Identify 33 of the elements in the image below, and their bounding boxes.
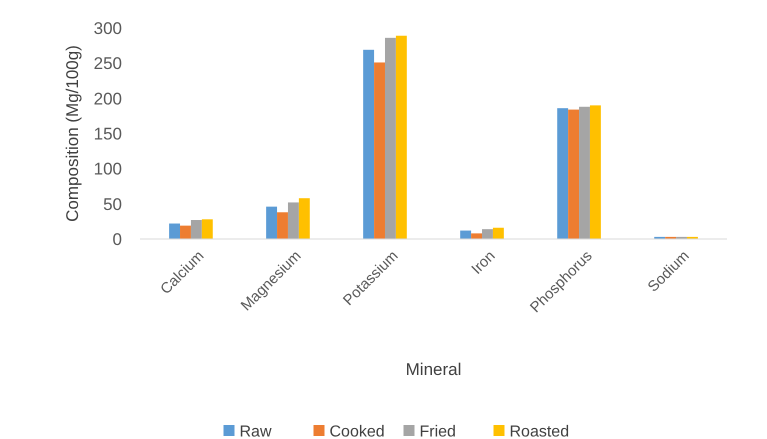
bar — [374, 62, 385, 239]
x-axis-title: Mineral — [406, 360, 462, 379]
x-tick-label: Iron — [468, 248, 499, 278]
bar — [202, 219, 213, 239]
bar — [190, 220, 202, 239]
y-axis-title: Composition (Mg/100g) — [63, 45, 82, 222]
bar — [384, 38, 396, 239]
bar — [482, 229, 493, 239]
y-tick-label: 150 — [94, 124, 122, 144]
y-tick-label: 100 — [94, 160, 122, 179]
bar — [568, 110, 580, 239]
bar — [180, 226, 191, 239]
bar — [288, 202, 299, 239]
bar — [396, 36, 407, 239]
bar — [492, 228, 504, 239]
bar — [460, 230, 472, 239]
legend-label: Raw — [240, 424, 272, 439]
bar — [579, 106, 590, 239]
legend-label: Roasted — [510, 424, 570, 439]
y-tick-label: 250 — [94, 54, 122, 74]
bar — [266, 206, 278, 239]
y-tick-label: 200 — [94, 89, 122, 108]
legend-label: Cooked — [330, 424, 385, 439]
y-tick-label: 0 — [112, 230, 122, 249]
bar — [363, 50, 374, 239]
bar — [298, 198, 310, 239]
bar — [590, 105, 601, 239]
legend-label: Fried — [420, 424, 456, 439]
bar — [557, 108, 568, 239]
bar — [277, 212, 288, 239]
y-tick-label: 300 — [94, 18, 122, 38]
y-tick-label: 50 — [103, 194, 122, 214]
bar — [169, 224, 180, 239]
